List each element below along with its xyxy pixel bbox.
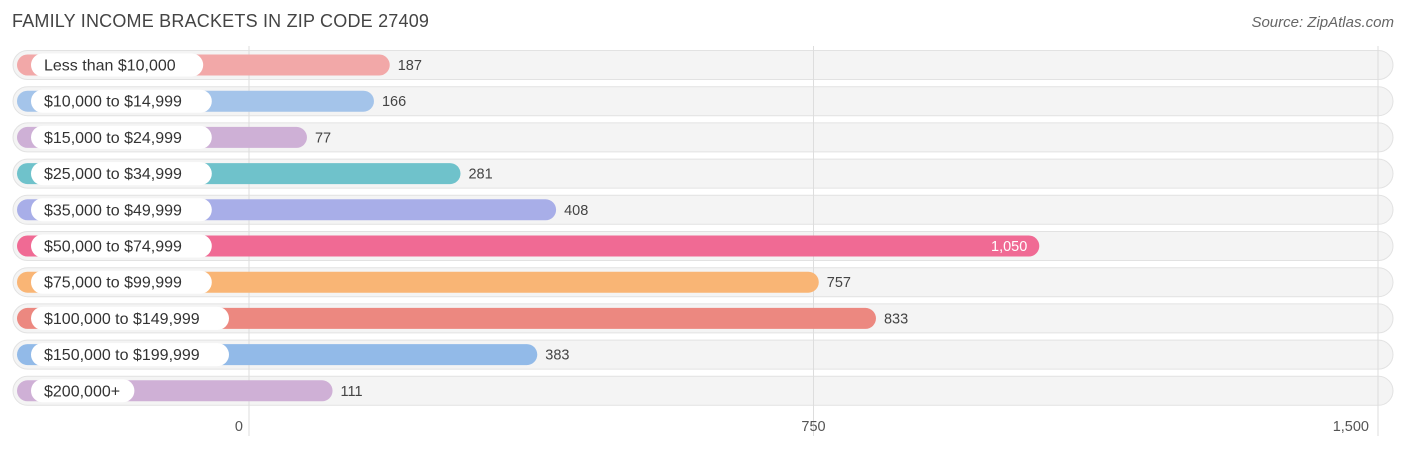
value-label: 833 <box>884 311 908 327</box>
category-label-pill <box>31 343 229 367</box>
x-tick-label: 0 <box>235 419 243 435</box>
category-label-pill <box>31 234 212 258</box>
category-label: Less than $10,000 <box>44 58 176 75</box>
bar <box>17 307 876 329</box>
row-track <box>12 375 1394 406</box>
row-track <box>12 122 1394 153</box>
x-tick-label: 750 <box>801 419 825 435</box>
bar <box>17 235 1040 257</box>
category-label-pill <box>31 53 204 77</box>
category-label-pill <box>31 162 212 186</box>
value-label: 166 <box>382 94 406 110</box>
category-label-pill <box>31 306 229 330</box>
value-label: 408 <box>564 203 588 219</box>
value-label: 281 <box>468 167 492 183</box>
chart-title: FAMILY INCOME BRACKETS IN ZIP CODE 27409 <box>12 11 430 31</box>
category-label: $15,000 to $24,999 <box>44 130 182 147</box>
category-label-pill <box>31 270 212 294</box>
category-label-pill <box>31 198 212 222</box>
value-label: 111 <box>341 384 363 400</box>
category-label: $150,000 to $199,999 <box>44 347 200 364</box>
category-label: $10,000 to $14,999 <box>44 94 182 111</box>
category-label: $50,000 to $74,999 <box>44 239 182 256</box>
chart-source: Source: ZipAtlas.com <box>1251 14 1394 31</box>
value-label: 1,050 <box>991 239 1027 255</box>
value-label: 383 <box>545 348 569 364</box>
x-tick-label: 1,500 <box>1333 419 1369 435</box>
category-label-pill <box>31 125 212 149</box>
category-label-pill <box>31 89 212 113</box>
category-label: $25,000 to $34,999 <box>44 166 182 183</box>
value-label: 757 <box>827 275 851 291</box>
category-label: $200,000+ <box>44 383 120 400</box>
value-label: 77 <box>315 130 331 146</box>
bar <box>17 271 819 293</box>
category-label: $35,000 to $49,999 <box>44 202 182 219</box>
category-label-pill <box>31 379 135 403</box>
category-label: $75,000 to $99,999 <box>44 275 182 292</box>
category-label: $100,000 to $149,999 <box>44 311 200 328</box>
value-label: 187 <box>398 58 422 74</box>
